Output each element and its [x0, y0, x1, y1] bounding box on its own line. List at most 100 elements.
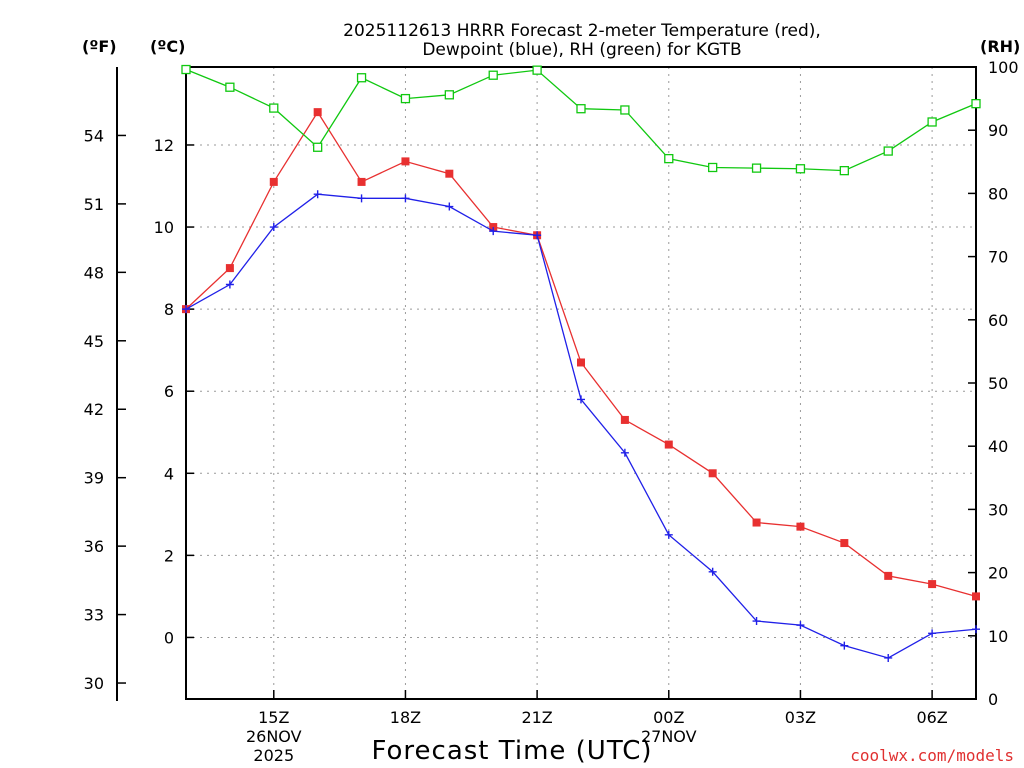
temperature-point	[928, 580, 937, 589]
dewpoint-point	[884, 653, 893, 662]
dewpoint-point	[972, 625, 980, 634]
rh-point	[313, 142, 323, 152]
temperature-point	[620, 415, 629, 424]
celsius-tick-label: 0	[164, 628, 174, 647]
temperature-point	[664, 440, 673, 449]
celsius-tick-label: 2	[164, 546, 174, 565]
temperature-point	[313, 108, 322, 117]
dewpoint-point	[357, 194, 366, 203]
dewpoint-point	[620, 448, 629, 457]
series-line-rh	[185, 68, 977, 172]
x-date-label: 27NOV	[641, 727, 697, 746]
fahrenheit-tick-label: 51	[84, 195, 104, 214]
rh-tick-label: 30	[988, 500, 1008, 519]
credit-label: coolwx.com/models	[850, 746, 1014, 765]
rh-point	[664, 153, 674, 164]
fahrenheit-tick-label: 39	[84, 469, 104, 488]
rh-point	[225, 82, 235, 92]
dewpoint-point	[752, 617, 761, 626]
rh-tick-label: 80	[988, 184, 1008, 203]
dewpoint-point	[401, 194, 410, 203]
rh-tick-label: 90	[988, 121, 1008, 140]
rh-tick-label: 20	[988, 564, 1008, 583]
dewpoint-point	[708, 567, 717, 576]
rh-point	[181, 64, 191, 75]
chart-title-line1: 2025112613 HRRR Forecast 2-meter Tempera…	[343, 21, 821, 41]
dewpoint-point	[840, 641, 849, 650]
rh-tick-label: 70	[988, 248, 1008, 267]
x-tick-label: 00Z	[653, 708, 684, 727]
x-tick-label: 03Z	[785, 708, 816, 727]
rh-point	[356, 73, 367, 83]
dewpoint-point	[664, 530, 673, 539]
celsius-tick-label: 10	[154, 218, 174, 237]
dewpoint-point	[445, 202, 454, 211]
temperature-point	[445, 169, 454, 178]
temperature-point	[840, 539, 849, 548]
temperature-point	[225, 264, 234, 273]
temperature-point	[401, 157, 410, 166]
temperature-point	[972, 592, 980, 601]
fahrenheit-tick-label: 48	[84, 263, 104, 282]
temperature-point	[884, 571, 893, 580]
fahrenheit-tick-label: 42	[84, 400, 104, 419]
dewpoint-point	[928, 629, 937, 638]
temperature-point	[357, 177, 366, 186]
x-date-label: 26NOV	[246, 727, 302, 746]
x-tick-label: 21Z	[521, 708, 552, 727]
x-tick-label: 15Z	[258, 708, 289, 727]
celsius-tick-label: 4	[164, 464, 174, 483]
dewpoint-point	[269, 223, 278, 232]
temperature-point	[752, 518, 761, 527]
series-line-temperature	[185, 110, 977, 598]
rh-point	[532, 65, 542, 75]
temperature-point	[269, 177, 278, 186]
x-year-label: 2025	[253, 746, 294, 765]
rh-point	[488, 70, 498, 80]
rh-point	[795, 164, 806, 174]
rh-point	[708, 162, 718, 173]
x-axis-label: Forecast Time (UTC)	[371, 736, 652, 766]
plot-frame	[185, 66, 977, 700]
x-tick-label: 06Z	[916, 708, 947, 727]
chart-title-line2: Dewpoint (blue), RH (green) for KGTB	[422, 40, 741, 60]
x-tick-label: 18Z	[390, 708, 421, 727]
rh-point	[576, 104, 586, 114]
fahrenheit-unit-label: (ºF)	[82, 37, 117, 56]
rh-tick-label: 60	[988, 311, 1008, 330]
celsius-tick-label: 6	[164, 382, 174, 401]
temperature-point	[796, 522, 805, 531]
rh-point	[839, 165, 849, 176]
dewpoint-point	[313, 190, 322, 199]
data-series	[181, 64, 981, 662]
rh-point	[971, 99, 981, 109]
fahrenheit-tick-label: 45	[84, 332, 104, 351]
fahrenheit-tick-label: 33	[84, 606, 104, 625]
rh-point	[927, 117, 937, 127]
rh-tick-label: 10	[988, 627, 1008, 646]
celsius-tick-label: 8	[164, 300, 174, 319]
rh-point	[400, 93, 411, 104]
rh-tick-label: 40	[988, 437, 1008, 456]
rh-tick-label: 50	[988, 374, 1008, 393]
rh-unit-label: (RH)	[980, 37, 1020, 56]
temperature-point	[489, 223, 498, 232]
dewpoint-point	[489, 227, 498, 236]
dewpoint-point	[182, 305, 190, 314]
rh-point	[620, 105, 630, 115]
temperature-point	[577, 358, 585, 367]
fahrenheit-tick-label: 30	[84, 674, 104, 693]
rh-tick-label: 100	[988, 58, 1019, 77]
rh-point	[883, 146, 893, 156]
series-line-dewpoint	[185, 193, 977, 659]
axis-ticks: 0 2 4 6 8 10 12 30 33 36 39 42 45 48 51 54 0 10 20 30 40 50 60…	[84, 58, 1019, 765]
fahrenheit-tick-label: 36	[84, 537, 104, 556]
rh-tick-label: 0	[988, 690, 998, 709]
rh-point	[444, 90, 454, 100]
dewpoint-point	[796, 621, 805, 630]
dewpoint-point	[533, 231, 542, 240]
fahrenheit-tick-label: 54	[84, 126, 104, 145]
celsius-tick-label: 12	[154, 136, 174, 155]
rh-point	[751, 163, 762, 173]
temperature-point	[708, 469, 717, 478]
